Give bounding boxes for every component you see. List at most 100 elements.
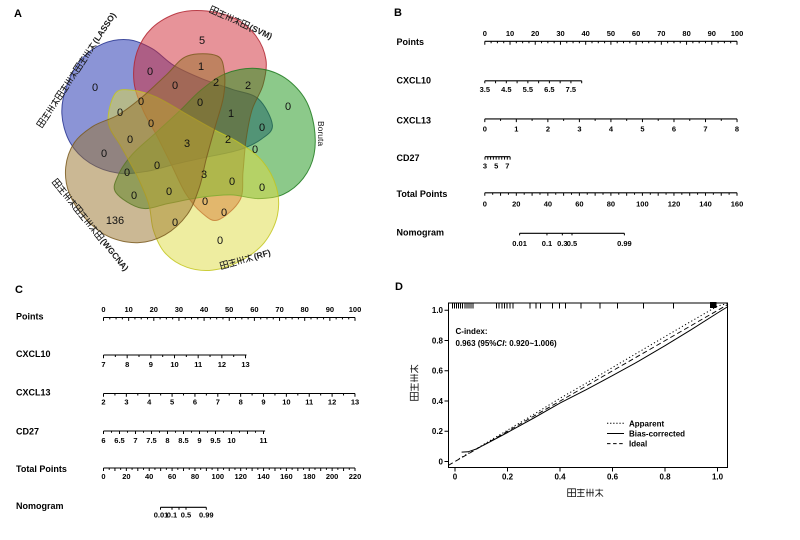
svg-text:Points: Points <box>16 312 44 322</box>
svg-text:11: 11 <box>305 397 313 406</box>
svg-text:CXCL10: CXCL10 <box>16 349 51 359</box>
svg-text:B: B <box>394 7 402 19</box>
svg-text:11: 11 <box>194 360 202 369</box>
svg-text:100: 100 <box>731 29 744 38</box>
svg-text:120: 120 <box>668 200 681 209</box>
svg-text:6: 6 <box>672 125 676 134</box>
svg-text:200: 200 <box>326 472 339 481</box>
svg-text:7: 7 <box>101 360 105 369</box>
svg-text:8: 8 <box>239 397 243 406</box>
svg-text:7: 7 <box>703 125 707 134</box>
svg-text:3: 3 <box>577 125 581 134</box>
svg-text:0: 0 <box>147 66 153 78</box>
svg-text:3: 3 <box>201 169 207 181</box>
svg-text:7.5: 7.5 <box>566 85 576 94</box>
svg-text:6.5: 6.5 <box>114 436 124 445</box>
svg-text:90: 90 <box>708 29 716 38</box>
svg-text:0: 0 <box>229 176 235 188</box>
svg-text:Total Points: Total Points <box>397 189 448 199</box>
svg-text:0.6: 0.6 <box>607 473 619 482</box>
svg-text:5: 5 <box>199 35 205 47</box>
svg-text:0: 0 <box>259 122 265 134</box>
svg-text:80: 80 <box>301 305 309 314</box>
svg-text:Nomogram: Nomogram <box>397 227 445 237</box>
svg-text:2: 2 <box>213 77 219 89</box>
svg-text:C-index:: C-index: <box>456 327 488 336</box>
svg-text:50: 50 <box>225 305 233 314</box>
svg-text:12: 12 <box>328 397 336 406</box>
svg-text:70: 70 <box>657 29 665 38</box>
svg-text:Bias-corrected: Bias-corrected <box>629 430 685 439</box>
svg-text:60: 60 <box>632 29 640 38</box>
svg-text:9: 9 <box>197 436 201 445</box>
svg-text:0.01: 0.01 <box>512 239 527 248</box>
svg-text:2: 2 <box>225 134 231 146</box>
svg-text:4: 4 <box>609 125 614 134</box>
svg-text:12: 12 <box>218 360 226 369</box>
svg-text:3: 3 <box>483 162 487 171</box>
svg-text:120: 120 <box>234 472 247 481</box>
svg-text:5.5: 5.5 <box>523 85 533 94</box>
svg-text:5: 5 <box>170 397 174 406</box>
svg-text:Ideal: Ideal <box>629 440 647 449</box>
svg-text:0: 0 <box>101 472 105 481</box>
svg-text:140: 140 <box>257 472 270 481</box>
svg-text:0.2: 0.2 <box>432 427 444 436</box>
svg-text:0: 0 <box>202 196 208 208</box>
svg-text:80: 80 <box>191 472 199 481</box>
svg-text:60: 60 <box>250 305 258 314</box>
svg-text:0: 0 <box>453 473 458 482</box>
svg-text:8: 8 <box>735 125 739 134</box>
svg-text:0: 0 <box>221 207 227 219</box>
svg-text:60: 60 <box>575 200 583 209</box>
svg-text:10: 10 <box>227 436 235 445</box>
svg-text:CXCL10: CXCL10 <box>397 76 432 86</box>
svg-text:7: 7 <box>133 436 137 445</box>
svg-text:9: 9 <box>261 397 265 406</box>
svg-text:0: 0 <box>217 235 223 247</box>
svg-text:1: 1 <box>198 61 204 73</box>
svg-text:40: 40 <box>200 305 208 314</box>
svg-text:Nomogram: Nomogram <box>16 501 64 511</box>
svg-text:C: C <box>15 284 23 296</box>
svg-text:CD27: CD27 <box>397 153 420 163</box>
svg-text:0.5: 0.5 <box>181 511 191 520</box>
svg-text:160: 160 <box>280 472 293 481</box>
svg-text:10: 10 <box>125 305 133 314</box>
svg-text:7: 7 <box>505 162 509 171</box>
svg-text:7: 7 <box>216 397 220 406</box>
svg-text:0.6: 0.6 <box>432 367 444 376</box>
svg-text:6: 6 <box>193 397 197 406</box>
svg-text:3.5: 3.5 <box>480 85 490 94</box>
svg-text:70: 70 <box>275 305 283 314</box>
svg-text:0.1: 0.1 <box>167 511 177 520</box>
svg-text:10: 10 <box>282 397 290 406</box>
svg-text:Points: Points <box>397 37 425 47</box>
svg-text:3: 3 <box>124 397 128 406</box>
svg-text:A: A <box>14 8 22 20</box>
svg-text:(RF): (RF) <box>253 247 272 261</box>
svg-text:11: 11 <box>260 436 268 445</box>
svg-text:0.01: 0.01 <box>154 511 169 520</box>
svg-text:1: 1 <box>228 108 234 120</box>
svg-text:8: 8 <box>125 360 129 369</box>
svg-text:100: 100 <box>349 305 362 314</box>
svg-text:1.0: 1.0 <box>432 306 444 315</box>
svg-text:6: 6 <box>101 436 105 445</box>
svg-text:13: 13 <box>351 397 359 406</box>
svg-text:20: 20 <box>512 200 520 209</box>
svg-text:0: 0 <box>483 125 487 134</box>
svg-text:0.963 (95%CI: 0.920~1.006): 0.963 (95%CI: 0.920~1.006) <box>456 339 558 348</box>
svg-text:90: 90 <box>326 305 334 314</box>
svg-text:9.5: 9.5 <box>210 436 220 445</box>
svg-text:7.5: 7.5 <box>146 436 156 445</box>
svg-text:0: 0 <box>127 134 133 146</box>
svg-text:30: 30 <box>556 29 564 38</box>
svg-text:4: 4 <box>147 397 152 406</box>
svg-text:0: 0 <box>172 217 178 229</box>
svg-text:0: 0 <box>131 190 137 202</box>
svg-text:0.8: 0.8 <box>659 473 671 482</box>
svg-text:Apparent: Apparent <box>629 420 664 429</box>
svg-text:CXCL13: CXCL13 <box>397 116 432 126</box>
svg-text:0.4: 0.4 <box>554 473 566 482</box>
